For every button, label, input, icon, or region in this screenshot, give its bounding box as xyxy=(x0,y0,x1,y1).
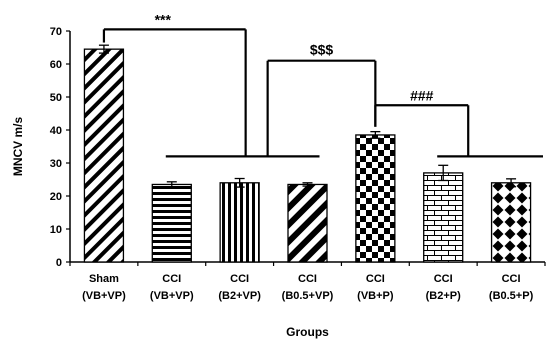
bar xyxy=(287,183,328,263)
error-bars xyxy=(98,44,517,188)
significance-label: ### xyxy=(410,87,434,103)
x-tick-label: CCI xyxy=(162,273,181,285)
bar xyxy=(355,134,396,263)
bar xyxy=(83,48,125,263)
y-tick-label: 20 xyxy=(50,191,62,203)
y-tick-label: 10 xyxy=(50,224,62,236)
bar xyxy=(490,182,532,263)
significance-brackets xyxy=(102,28,543,158)
x-tick-label: (B2+VP) xyxy=(218,290,261,302)
x-tick-label: CCI xyxy=(502,273,521,285)
significance-label: $$$ xyxy=(310,42,334,58)
y-tick-label: 30 xyxy=(50,158,62,170)
y-tick-label: 0 xyxy=(56,257,62,269)
x-tick-label: CCI xyxy=(434,273,453,285)
x-tick-label: (VB+P) xyxy=(357,290,394,302)
y-tick-label: 40 xyxy=(50,125,62,137)
y-tick-label: 60 xyxy=(50,59,62,71)
x-tick-label: (B0.5+P) xyxy=(489,290,534,302)
bar xyxy=(151,183,192,263)
y-tick-label: 70 xyxy=(50,26,62,38)
x-tick-label: (VB+VP) xyxy=(150,290,194,302)
x-tick-label: CCI xyxy=(366,273,385,285)
axes xyxy=(66,30,546,266)
labels: 0 10 20 30 40 50 60 70 Sham (VB+VP) CCI (VB+VP) CCI (… xyxy=(11,11,534,339)
x-tick-label: (VB+VP) xyxy=(82,290,126,302)
x-tick-label: CCI xyxy=(298,273,317,285)
x-axis-title: Groups xyxy=(286,325,329,339)
x-tick-label: (B0.5+VP) xyxy=(282,290,334,302)
y-tick-label: 50 xyxy=(50,92,62,104)
bar xyxy=(423,172,464,263)
x-tick-label: (B2+P) xyxy=(426,290,461,302)
bars xyxy=(83,48,532,263)
x-tick-label: Sham xyxy=(89,273,119,285)
significance-label: *** xyxy=(155,11,172,27)
y-axis-title: MNCV m/s xyxy=(11,117,25,177)
x-tick-label: CCI xyxy=(230,273,249,285)
bar xyxy=(219,182,260,263)
